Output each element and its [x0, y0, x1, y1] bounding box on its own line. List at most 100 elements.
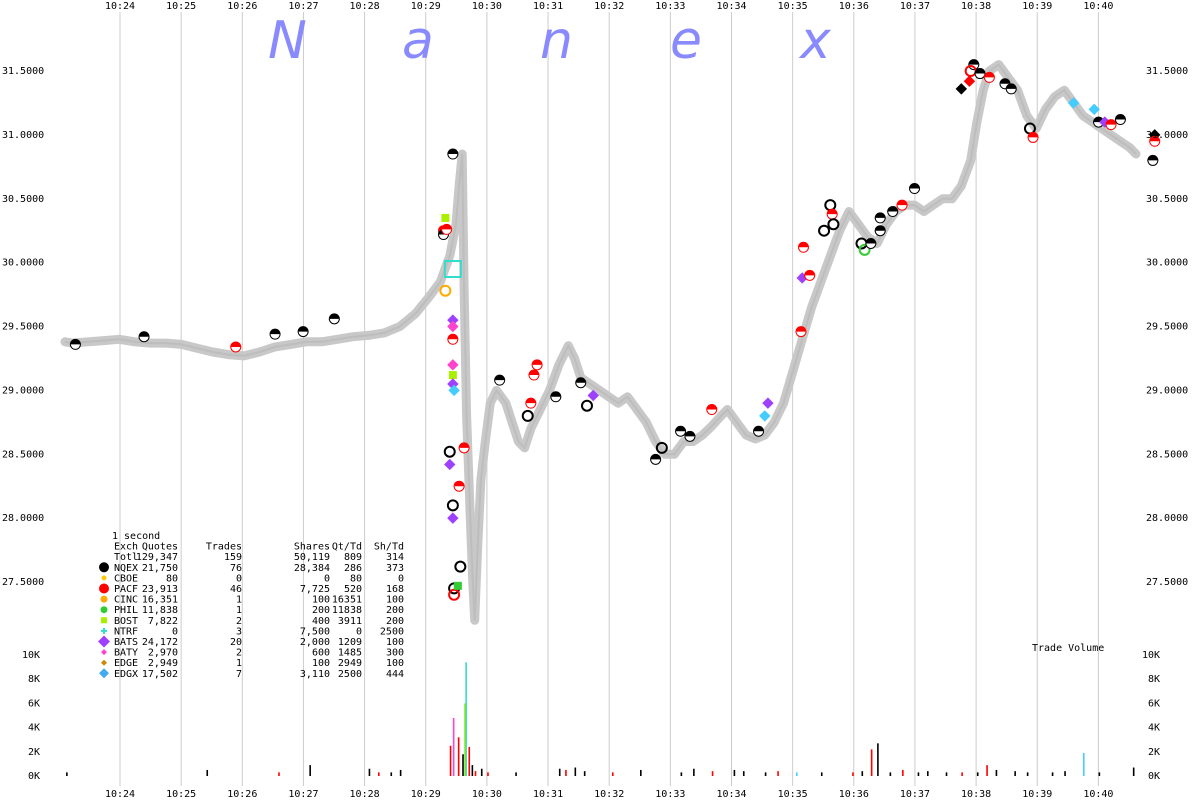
trade-marker	[550, 391, 562, 398]
trade-marker	[458, 442, 470, 449]
trade-marker	[1005, 83, 1017, 90]
legend-marker	[101, 659, 107, 666]
trade-marker-half	[706, 409, 718, 415]
x-tick-bottom: 10:31	[533, 789, 563, 800]
trade-marker	[69, 338, 81, 345]
x-tick-bottom: 10:35	[778, 789, 808, 800]
legend-cell: 400	[312, 616, 330, 627]
legend-cell: 286	[344, 563, 362, 574]
x-tick-top: 10:32	[594, 1, 624, 12]
trade-marker	[447, 359, 459, 371]
legend-cell: 2949	[338, 658, 362, 669]
legend-cell: 520	[344, 584, 362, 595]
legend-cell: CINC	[114, 595, 138, 606]
legend-marker	[100, 606, 108, 614]
volume-tick-right: 8K	[1148, 674, 1160, 685]
legend-marker	[99, 562, 109, 573]
price-tick-left: 29.0000	[2, 385, 44, 396]
trade-marker-half	[525, 403, 537, 409]
volume-tick-right: 2K	[1148, 747, 1160, 758]
volume-bar	[462, 754, 464, 776]
volume-bar	[1014, 771, 1016, 776]
volume-bar	[1051, 772, 1054, 776]
trade-marker-half	[797, 247, 809, 253]
volume-bar	[640, 769, 642, 776]
x-tick-bottom: 10:30	[472, 789, 502, 800]
watermark-letter: N	[268, 11, 307, 71]
legend-cell: 11,838	[142, 605, 178, 616]
x-tick-top: 10:34	[716, 1, 746, 12]
x-tick-bottom: 10:39	[1022, 789, 1052, 800]
price-tick-left: 28.5000	[2, 449, 44, 460]
price-tick-right: 29.5000	[1146, 322, 1188, 333]
trade-marker-half	[896, 205, 908, 211]
price-tick-right: 28.0000	[1146, 513, 1188, 524]
watermark-letter: x	[798, 11, 832, 71]
x-tick-bottom: 10:40	[1083, 789, 1113, 800]
x-tick-top: 10:39	[1022, 1, 1052, 12]
volume-bar	[390, 772, 393, 776]
x-tick-top: 10:28	[350, 1, 380, 12]
volume-bar	[1026, 772, 1029, 776]
trade-marker-half	[138, 336, 150, 343]
volume-bar	[574, 767, 577, 776]
volume-bar	[995, 769, 998, 776]
legend-cell: 1	[236, 658, 242, 669]
volume-bar	[487, 772, 489, 776]
trade-marker	[827, 218, 840, 231]
x-tick-top: 10:33	[655, 1, 685, 12]
trade-marker	[675, 425, 687, 432]
legend-cell: BATS	[114, 637, 138, 648]
price-tick-right: 30.0000	[1146, 258, 1188, 269]
trade-marker-half	[795, 331, 807, 338]
trade-marker	[454, 560, 467, 573]
trade-marker-half	[458, 447, 470, 454]
vertical-gridlines	[119, 12, 1099, 786]
legend-cell: 1	[236, 605, 242, 616]
legend-cell: 23,913	[142, 584, 178, 595]
x-tick-top: 10:38	[961, 1, 991, 12]
trade-marker-half	[650, 459, 662, 465]
x-tick-bottom: 10:25	[166, 789, 196, 800]
x-tick-bottom: 10:33	[655, 789, 685, 800]
trade-marker	[1149, 135, 1161, 142]
legend-cell: BATY	[114, 648, 138, 659]
volume-bar	[452, 717, 455, 776]
trade-marker	[441, 223, 453, 230]
x-tick-bottom: 10:38	[961, 789, 991, 800]
legend-cell: 2,000	[300, 637, 330, 648]
volume-bar	[611, 772, 614, 776]
legend-cell: 0	[172, 626, 178, 637]
trade-marker-half	[874, 217, 886, 224]
volume-bars	[66, 662, 1135, 776]
trade-marker-half	[826, 214, 838, 220]
legend-cell: 200	[386, 605, 404, 616]
price-tick-left: 28.0000	[2, 513, 44, 524]
trade-marker-half	[230, 346, 242, 353]
volume-bar	[474, 771, 477, 776]
x-tick-top: 10:27	[288, 1, 318, 12]
legend-marker	[101, 617, 107, 624]
legend-cell: 76	[230, 563, 242, 574]
trade-marker	[580, 399, 593, 412]
legend-cell: 1209	[338, 637, 362, 648]
volume-bar	[693, 768, 695, 776]
trade-marker-half	[453, 486, 465, 492]
legend-cell: 300	[386, 648, 404, 659]
volume-tick-left: 0K	[28, 771, 40, 782]
trade-marker	[753, 425, 765, 432]
trade-marker	[706, 404, 718, 411]
trade-marker	[650, 453, 662, 460]
nbbo-price-band	[60, 60, 1141, 625]
trade-marker	[528, 369, 540, 376]
volume-bar	[976, 772, 979, 776]
legend-cell: 7,725	[300, 584, 330, 595]
legend-cell: 1	[236, 595, 242, 606]
trade-marker	[795, 326, 807, 333]
volume-bar	[471, 765, 474, 776]
volume-bar	[889, 772, 892, 776]
legend-cell: 7,500	[300, 626, 330, 637]
legend-cell: 3911	[338, 616, 362, 627]
price-tick-right: 31.5000	[1146, 66, 1188, 77]
legend-marker	[98, 635, 110, 648]
